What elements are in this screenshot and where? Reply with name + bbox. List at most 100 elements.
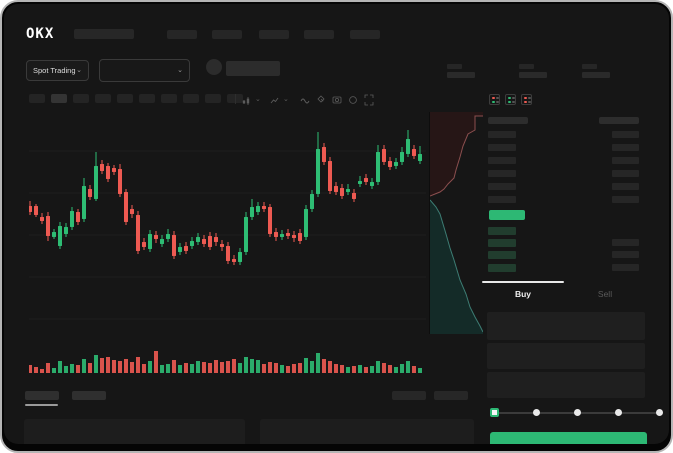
chevron-down-icon[interactable]: ⌄ [255, 96, 261, 103]
candlestick [76, 212, 80, 222]
candle-type-icon[interactable] [242, 94, 252, 106]
slider-handle[interactable] [490, 408, 499, 417]
bid-price-placeholder[interactable] [488, 227, 516, 235]
nav-item-placeholder[interactable] [212, 30, 242, 39]
candlestick [160, 239, 164, 244]
ask-price-placeholder[interactable] [488, 170, 516, 177]
last-price-highlight[interactable] [489, 210, 525, 220]
nav-item-placeholder[interactable] [304, 30, 334, 39]
ask-amount-placeholder[interactable] [612, 170, 639, 177]
chevron-down-icon[interactable]: ⌄ [283, 96, 289, 103]
slider-stop-dot[interactable] [533, 409, 540, 416]
nav-item-placeholder[interactable] [259, 30, 289, 39]
slider-stop-dot[interactable] [656, 409, 663, 416]
settings-icon[interactable] [348, 94, 358, 106]
volume-bar [364, 367, 368, 373]
snapshot-icon[interactable] [332, 94, 342, 106]
pair-dropdown[interactable]: ⌄ [99, 59, 190, 82]
volume-bar [340, 365, 344, 373]
fullscreen-icon[interactable] [364, 94, 374, 106]
depth-ask-line [430, 115, 483, 197]
nav-item-placeholder[interactable] [167, 30, 197, 39]
bottom-action-placeholder[interactable] [392, 391, 426, 400]
volume-bar [382, 363, 386, 373]
timeframe-button[interactable] [73, 94, 89, 103]
candlestick [316, 149, 320, 194]
bid-price-placeholder[interactable] [488, 251, 516, 259]
volume-bar [130, 362, 134, 373]
timeframe-button[interactable] [117, 94, 133, 103]
bid-price-placeholder[interactable] [488, 264, 516, 272]
volume-bar [238, 363, 242, 373]
history-tab-placeholder[interactable] [25, 391, 59, 400]
candlestick [256, 206, 260, 212]
ask-price-placeholder[interactable] [488, 144, 516, 151]
volume-bar [328, 361, 332, 373]
buy-submit-button[interactable] [490, 432, 647, 444]
volume-bar [64, 366, 68, 373]
timeframe-button[interactable] [161, 94, 177, 103]
chevron-down-icon: ⌄ [177, 67, 183, 74]
timeframe-button[interactable] [51, 94, 67, 103]
bottom-action-placeholder[interactable] [434, 391, 468, 400]
volume-bar [322, 359, 326, 373]
timeframe-button[interactable] [139, 94, 155, 103]
book-bids-icon[interactable] [505, 94, 516, 105]
ask-price-placeholder[interactable] [488, 196, 516, 203]
nav-item-placeholder[interactable] [350, 30, 380, 39]
indicators-icon[interactable] [316, 94, 326, 106]
timeframe-button[interactable] [29, 94, 45, 103]
ask-amount-placeholder[interactable] [612, 157, 639, 164]
volume-bar [280, 365, 284, 373]
candlestick [346, 189, 350, 192]
ask-amount-placeholder[interactable] [612, 131, 639, 138]
bid-price-placeholder[interactable] [488, 239, 516, 247]
history-tab-placeholder[interactable] [72, 391, 106, 400]
slider-stop-dot[interactable] [574, 409, 581, 416]
ask-price-placeholder[interactable] [488, 131, 516, 138]
candlestick [280, 234, 284, 237]
bid-amount-placeholder[interactable] [612, 251, 639, 258]
volume-bar [29, 365, 32, 373]
total-input[interactable] [487, 372, 645, 398]
search-placeholder[interactable] [74, 29, 134, 39]
okx-logo: OKX [26, 26, 55, 42]
bid-amount-placeholder[interactable] [612, 239, 639, 246]
volume-bar [208, 363, 212, 373]
candlestick [82, 186, 86, 219]
tab-sell[interactable]: Sell [597, 289, 613, 299]
ask-amount-placeholder[interactable] [612, 183, 639, 190]
candlestick-chart[interactable] [29, 112, 426, 342]
bid-amount-placeholder[interactable] [612, 264, 639, 271]
volume-bar [376, 361, 380, 373]
candlestick [328, 161, 332, 191]
depth-chart[interactable] [429, 112, 483, 334]
candlestick [220, 244, 224, 247]
timeframe-button[interactable] [95, 94, 111, 103]
candlestick [310, 194, 314, 209]
chart-style-icon[interactable] [270, 94, 280, 106]
market-type-selector[interactable]: Spot Trading ⌄ [26, 60, 89, 81]
amount-input[interactable] [487, 343, 645, 369]
candlestick [370, 182, 374, 186]
book-split-icon[interactable] [489, 94, 500, 105]
slider-stop-dot[interactable] [615, 409, 622, 416]
volume-bar [394, 367, 398, 373]
ask-amount-placeholder[interactable] [612, 196, 639, 203]
timeframe-button[interactable] [205, 94, 221, 103]
line-tool-icon[interactable] [300, 94, 310, 106]
timeframe-button[interactable] [183, 94, 199, 103]
ask-price-placeholder[interactable] [488, 157, 516, 164]
active-tab-underline [25, 404, 58, 406]
candlestick [202, 239, 206, 244]
volume-bar [262, 364, 266, 373]
ask-amount-placeholder[interactable] [612, 144, 639, 151]
tab-buy[interactable]: Buy [514, 289, 532, 299]
ask-price-placeholder[interactable] [488, 183, 516, 190]
candlestick [100, 164, 104, 171]
candlestick [142, 242, 146, 247]
candlestick [52, 232, 56, 237]
book-asks-icon[interactable] [521, 94, 532, 105]
price-input[interactable] [487, 312, 645, 340]
